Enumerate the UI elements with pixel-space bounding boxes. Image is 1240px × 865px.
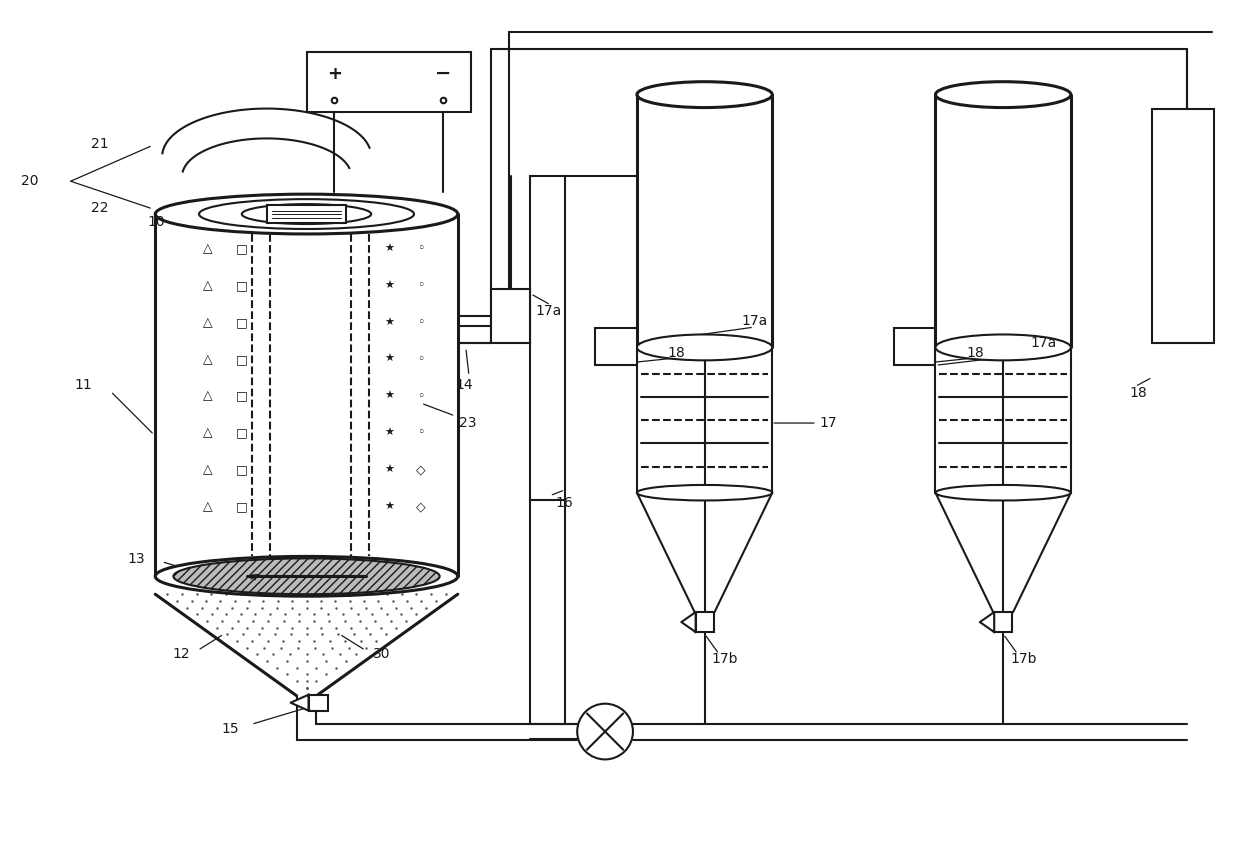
Text: □: □	[236, 353, 248, 366]
Ellipse shape	[637, 335, 773, 361]
Text: △: △	[203, 316, 213, 329]
Text: △: △	[203, 353, 213, 366]
Text: △: △	[203, 389, 213, 403]
Bar	[1152, 109, 1214, 343]
Text: 30: 30	[373, 647, 391, 661]
Ellipse shape	[155, 194, 458, 234]
Text: △: △	[203, 242, 213, 255]
Text: −: −	[435, 64, 451, 83]
Text: ◦: ◦	[418, 279, 424, 292]
Text: △: △	[203, 500, 213, 513]
Text: □: □	[236, 389, 248, 403]
Bar	[595, 328, 637, 365]
Text: 17b: 17b	[1011, 652, 1037, 666]
Bar	[309, 695, 329, 711]
Ellipse shape	[174, 559, 440, 594]
Ellipse shape	[242, 204, 371, 224]
Text: 22: 22	[91, 201, 108, 215]
Text: ◦: ◦	[418, 353, 424, 366]
Ellipse shape	[935, 335, 1071, 361]
Text: 16: 16	[556, 496, 573, 509]
Text: 11: 11	[74, 378, 93, 392]
Text: 17a: 17a	[1030, 336, 1056, 350]
Text: 17a: 17a	[536, 304, 562, 317]
Bar	[491, 289, 531, 343]
Text: +: +	[327, 65, 342, 83]
Text: □: □	[236, 242, 248, 255]
Text: 17b: 17b	[712, 652, 738, 666]
Bar	[267, 205, 346, 223]
Text: □: □	[236, 316, 248, 329]
Text: 13: 13	[128, 553, 145, 567]
Text: ◦: ◦	[418, 242, 424, 255]
Text: ★: ★	[384, 465, 394, 475]
Text: 17a: 17a	[742, 313, 768, 328]
Text: ★: ★	[384, 355, 394, 364]
Text: ★: ★	[384, 391, 394, 401]
Text: 23: 23	[459, 416, 476, 430]
Text: △: △	[203, 279, 213, 292]
Text: ★: ★	[384, 317, 394, 328]
Text: 21: 21	[91, 138, 108, 151]
Ellipse shape	[637, 81, 773, 107]
Text: ◦: ◦	[418, 389, 424, 403]
Text: 18: 18	[1130, 386, 1147, 400]
Text: 20: 20	[21, 174, 38, 189]
Ellipse shape	[935, 485, 1071, 501]
Text: 18: 18	[668, 346, 686, 361]
Text: 15: 15	[222, 721, 239, 735]
Text: ★: ★	[384, 502, 394, 511]
Polygon shape	[290, 695, 309, 711]
Text: 14: 14	[456, 378, 474, 392]
Text: ◦: ◦	[418, 316, 424, 329]
Polygon shape	[980, 612, 994, 632]
Text: □: □	[236, 500, 248, 513]
Text: □: □	[236, 426, 248, 439]
Text: 18: 18	[966, 346, 985, 361]
Polygon shape	[681, 612, 696, 632]
Text: △: △	[203, 464, 213, 477]
Ellipse shape	[935, 81, 1071, 107]
Bar	[994, 612, 1012, 632]
Text: □: □	[236, 464, 248, 477]
Ellipse shape	[200, 199, 414, 229]
Text: □: □	[236, 279, 248, 292]
Text: ◦: ◦	[418, 426, 424, 439]
Bar	[696, 612, 713, 632]
Ellipse shape	[577, 704, 632, 759]
Text: ★: ★	[384, 428, 394, 438]
Bar	[531, 176, 565, 500]
Text: ◇: ◇	[417, 464, 425, 477]
Text: 10: 10	[148, 215, 165, 229]
Text: ★: ★	[384, 244, 394, 254]
Text: ★: ★	[384, 281, 394, 291]
Text: 17: 17	[820, 416, 837, 430]
Bar	[306, 52, 471, 112]
Ellipse shape	[155, 556, 458, 596]
Text: △: △	[203, 426, 213, 439]
Ellipse shape	[637, 485, 773, 501]
Text: 12: 12	[172, 647, 190, 661]
Text: ◇: ◇	[417, 500, 425, 513]
Bar	[894, 328, 935, 365]
